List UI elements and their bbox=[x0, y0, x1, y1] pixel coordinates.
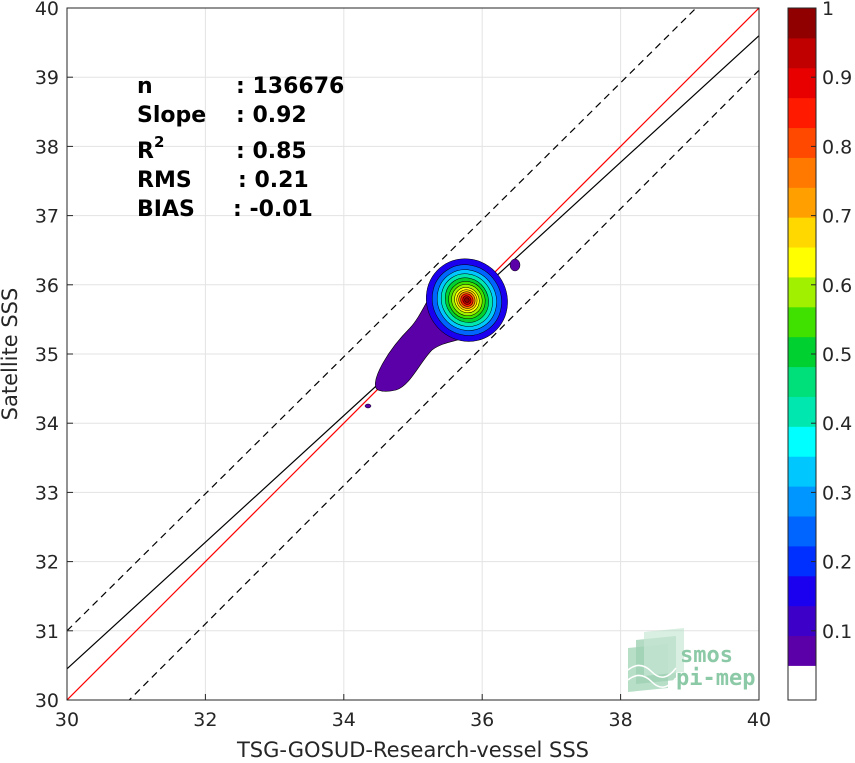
y-tick-label: 30 bbox=[35, 690, 59, 712]
y-tick-label: 38 bbox=[35, 136, 59, 158]
y-tick-label: 34 bbox=[35, 413, 59, 435]
plot-area: 30 32 34 36 38 40 30 31 32 33 34 35 36 37 38 39 40 bbox=[35, 0, 771, 731]
stat-label: BIAS bbox=[137, 197, 195, 222]
y-tick-label: 39 bbox=[35, 67, 59, 89]
y-tick-label: 37 bbox=[35, 206, 59, 228]
colorbar-tick-label: 0.1 bbox=[822, 621, 852, 643]
colorbar-band bbox=[788, 336, 816, 368]
colorbar: 0.1 0.2 0.3 0.4 0.5 0.6 0.7 0.8 0.9 1 bbox=[787, 0, 852, 701]
colorbar-band bbox=[788, 426, 816, 457]
x-tick-label: 34 bbox=[332, 709, 356, 731]
colorbar-ticks: 0.1 0.2 0.3 0.4 0.5 0.6 0.7 0.8 0.9 1 bbox=[811, 0, 852, 643]
stat-value: : -0.01 bbox=[233, 197, 313, 222]
density-blob-small bbox=[509, 258, 521, 272]
colorbar-band bbox=[788, 187, 816, 218]
colorbar-band bbox=[788, 276, 816, 308]
stats-annotation: n : 136676 Slope : 0.92 R2 : 0.85 RMS : 0.21 BIA… bbox=[137, 74, 344, 222]
stat-value: : 0.21 bbox=[238, 168, 309, 193]
colorbar-band bbox=[788, 665, 816, 700]
colorbar-tick-label: 0.9 bbox=[822, 67, 852, 89]
colorbar-band bbox=[788, 37, 816, 69]
y-tick-label: 36 bbox=[35, 275, 59, 297]
colorbar-band bbox=[788, 366, 816, 397]
colorbar-band bbox=[788, 515, 816, 547]
stat-label-text: n bbox=[137, 74, 153, 99]
colorbar-tick-label: 0.3 bbox=[822, 482, 852, 504]
colorbar-band bbox=[788, 217, 816, 248]
x-axis-label: TSG-GOSUD-Research-vessel SSS bbox=[236, 738, 589, 762]
density-contours bbox=[364, 258, 521, 409]
logo-text-smos: smos bbox=[680, 643, 733, 668]
y-axis-label: Satellite SSS bbox=[0, 288, 22, 421]
colorbar-band bbox=[788, 456, 816, 487]
y-tick-label: 32 bbox=[35, 552, 59, 574]
stat-label: n bbox=[137, 74, 153, 99]
colorbar-levels bbox=[788, 8, 816, 700]
stat-label-text: RMS bbox=[137, 168, 192, 193]
stat-label: RMS bbox=[137, 168, 192, 193]
colorbar-tick-label: 0.6 bbox=[822, 275, 852, 297]
colorbar-band bbox=[788, 575, 816, 607]
stat-value: : 0.92 bbox=[236, 103, 307, 128]
colorbar-band bbox=[788, 67, 816, 99]
colorbar-band bbox=[788, 8, 816, 39]
x-tick-label: 32 bbox=[193, 709, 217, 731]
colorbar-band bbox=[788, 157, 816, 188]
density-level-13 bbox=[464, 297, 470, 303]
stat-value: : 0.85 bbox=[236, 139, 307, 164]
smos-pi-mep-logo: smos pi-mep bbox=[627, 628, 755, 692]
y-tick-label: 40 bbox=[35, 0, 59, 20]
colorbar-band bbox=[788, 545, 816, 577]
y-axis-ticks: 30 31 32 33 34 35 36 37 38 39 40 bbox=[35, 0, 73, 712]
colorbar-tick-label: 0.5 bbox=[822, 344, 852, 366]
colorbar-band bbox=[788, 247, 816, 278]
density-blob-tiny bbox=[364, 403, 372, 409]
y-tick-label: 31 bbox=[35, 621, 59, 643]
stat-label-text: Slope bbox=[137, 103, 206, 128]
x-axis-ticks: 30 32 34 36 38 40 bbox=[55, 694, 771, 731]
colorbar-band bbox=[788, 486, 816, 517]
colorbar-tick-label: 0.2 bbox=[822, 552, 852, 574]
stat-superscript: 2 bbox=[154, 133, 164, 151]
y-tick-label: 33 bbox=[35, 482, 59, 504]
logo-text-pi-mep: pi-mep bbox=[676, 666, 755, 691]
x-tick-label: 38 bbox=[609, 709, 633, 731]
stat-value: : 136676 bbox=[236, 74, 344, 99]
x-tick-label: 36 bbox=[470, 709, 494, 731]
colorbar-band bbox=[788, 306, 816, 338]
colorbar-band bbox=[788, 605, 816, 637]
colorbar-tick-label: 0.4 bbox=[822, 413, 852, 435]
colorbar-tick-label: 1 bbox=[822, 0, 834, 20]
colorbar-tick-label: 0.8 bbox=[822, 136, 852, 158]
x-tick-label: 40 bbox=[747, 709, 771, 731]
line-upper-bound bbox=[67, 8, 697, 632]
stat-label-text: BIAS bbox=[137, 197, 195, 222]
stat-label-text: R bbox=[137, 139, 154, 164]
stat-label: R2 bbox=[137, 133, 164, 164]
colorbar-tick-label: 0.7 bbox=[822, 206, 852, 228]
colorbar-band bbox=[788, 635, 816, 666]
stat-label: Slope bbox=[137, 103, 206, 128]
colorbar-band bbox=[788, 127, 816, 158]
x-tick-label: 30 bbox=[55, 709, 79, 731]
colorbar-band bbox=[788, 396, 816, 427]
colorbar-band bbox=[788, 97, 816, 129]
y-tick-label: 35 bbox=[35, 344, 59, 366]
